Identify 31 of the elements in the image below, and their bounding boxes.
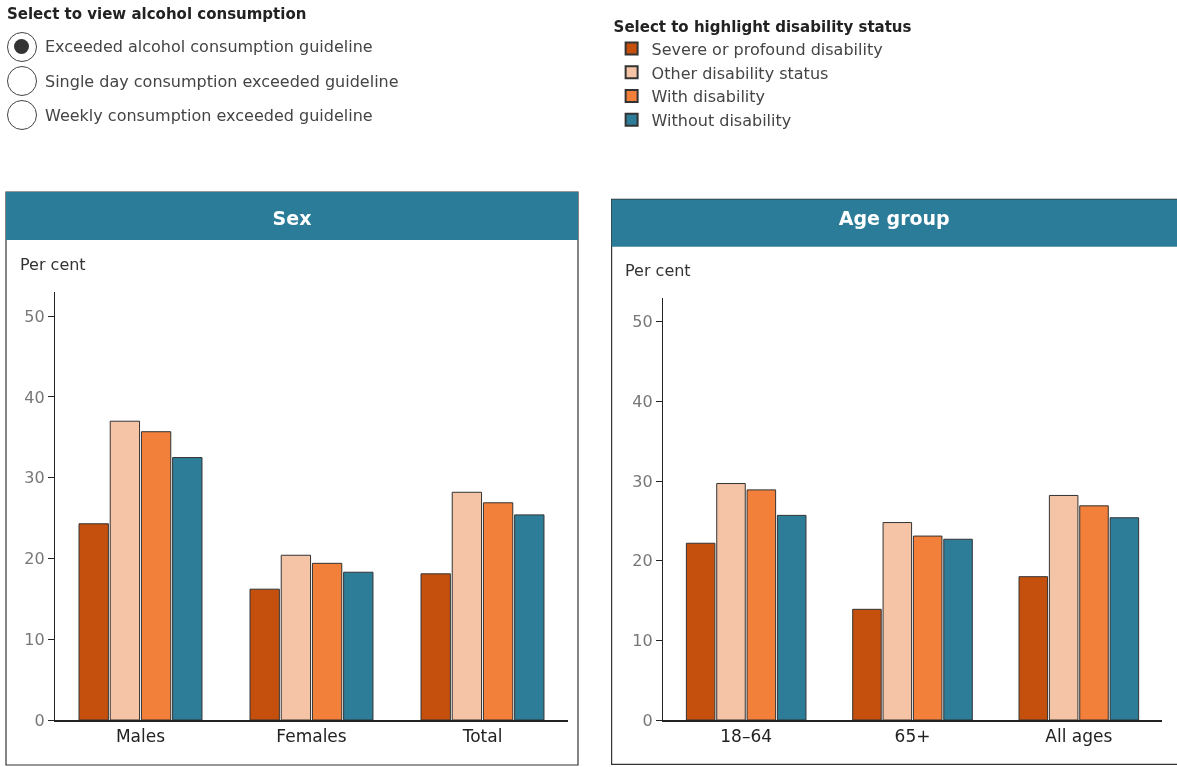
x-tick-label: Total bbox=[461, 725, 503, 746]
x-tick-label: Females bbox=[276, 725, 347, 746]
text: Select to view alcohol consumption bbox=[7, 5, 307, 23]
text: Weekly consumption exceeded guideline bbox=[45, 106, 373, 125]
text: Single day consumption exceeded guideline bbox=[45, 72, 399, 91]
legend-label: Without disability bbox=[651, 111, 792, 131]
legend-label: With disability bbox=[651, 87, 766, 107]
x-tick-label: All ages bbox=[1045, 725, 1113, 746]
y-tick-label: 30 bbox=[632, 471, 653, 491]
y-tick-label: 0 bbox=[34, 710, 45, 730]
y-axis-title: Per cent bbox=[625, 261, 691, 280]
y-tick-label: 20 bbox=[24, 549, 45, 569]
legend-label: Other disability status bbox=[651, 63, 829, 83]
x-tick-label: 65+ bbox=[894, 725, 931, 746]
legend-label: Severe or profound disability bbox=[651, 39, 883, 59]
y-tick-label: 10 bbox=[632, 630, 653, 650]
y-tick-label: 50 bbox=[24, 306, 45, 326]
text: Exceeded alcohol consumption guideline bbox=[45, 37, 373, 56]
y-tick-label: 40 bbox=[24, 387, 45, 407]
y-tick-label: 50 bbox=[632, 312, 653, 332]
chart-title: Age group bbox=[838, 206, 950, 229]
y-tick-label: 10 bbox=[24, 629, 45, 649]
x-tick-label: Males bbox=[115, 725, 166, 746]
legend-title: Select to highlight disability status bbox=[613, 17, 912, 36]
y-tick-label: 30 bbox=[24, 468, 45, 488]
y-axis-title: Per cent bbox=[20, 255, 86, 274]
y-tick-label: 0 bbox=[642, 710, 653, 730]
y-tick-label: 20 bbox=[632, 551, 653, 571]
y-tick-label: 40 bbox=[632, 392, 653, 412]
x-tick-label: 18–64 bbox=[720, 725, 773, 746]
chart-title: Sex bbox=[272, 206, 312, 229]
